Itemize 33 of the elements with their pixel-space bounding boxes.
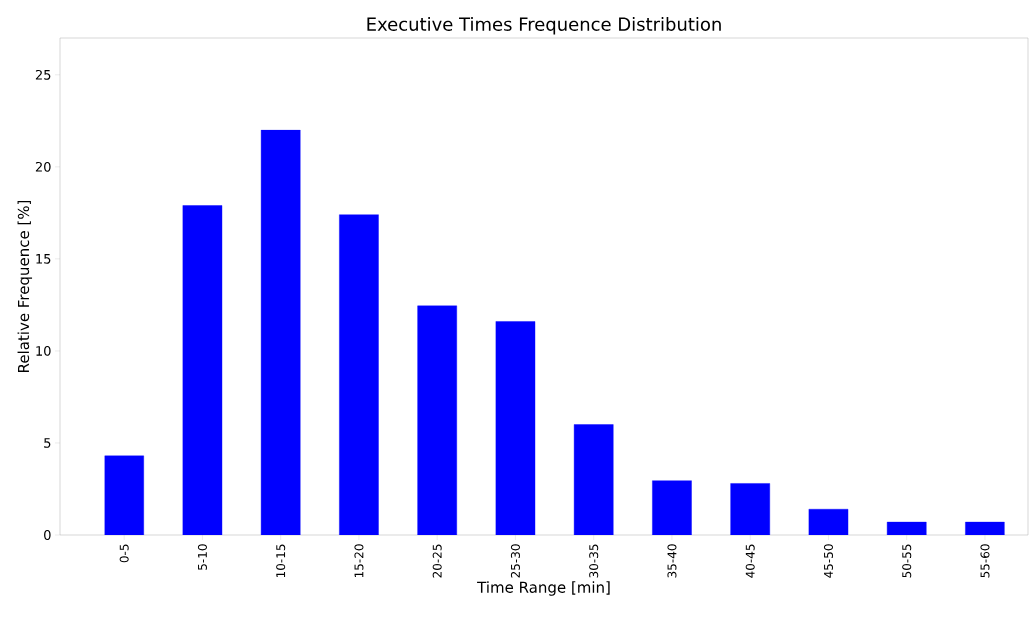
- y-tick-label: 0: [44, 530, 51, 540]
- bar: [965, 521, 1005, 535]
- x-tick-label: 50-55: [902, 544, 912, 578]
- bar: [730, 483, 770, 535]
- x-tick-label: 30-35: [589, 544, 599, 578]
- bar: [495, 321, 536, 535]
- bar: [260, 129, 301, 535]
- x-tick-label: 55-60: [980, 544, 990, 578]
- bar: [104, 455, 144, 535]
- x-tick-label: 35-40: [667, 544, 677, 578]
- chart-title: Executive Times Frequence Distribution: [367, 17, 721, 35]
- bar: [573, 424, 614, 535]
- bar: [886, 521, 927, 535]
- y-tick-label: 25: [35, 69, 51, 80]
- y-axis-title: Relative Frequence [%]: [17, 200, 33, 372]
- y-tick-label: 15: [36, 254, 51, 264]
- y-tick-label: 20: [35, 161, 51, 172]
- x-tick-label: 15-20: [354, 544, 364, 578]
- bar: [182, 205, 223, 535]
- x-tick-label: 10-15: [276, 544, 286, 578]
- x-tick-label: 25-30: [510, 544, 520, 578]
- y-tick-label: 10: [36, 346, 51, 356]
- x-tick-label: 20-25: [432, 544, 442, 578]
- y-tick-label: 5: [44, 438, 51, 448]
- bar: [652, 480, 692, 535]
- x-tick-label: 0-5: [119, 544, 129, 563]
- x-tick-label: 45-50: [823, 544, 833, 578]
- bar: [808, 509, 849, 535]
- x-tick-label: 40-45: [745, 544, 755, 578]
- bar: [417, 305, 457, 535]
- bar: [339, 214, 379, 535]
- x-tick-label: 5-10: [197, 544, 207, 570]
- x-axis-title: Time Range [min]: [477, 581, 610, 596]
